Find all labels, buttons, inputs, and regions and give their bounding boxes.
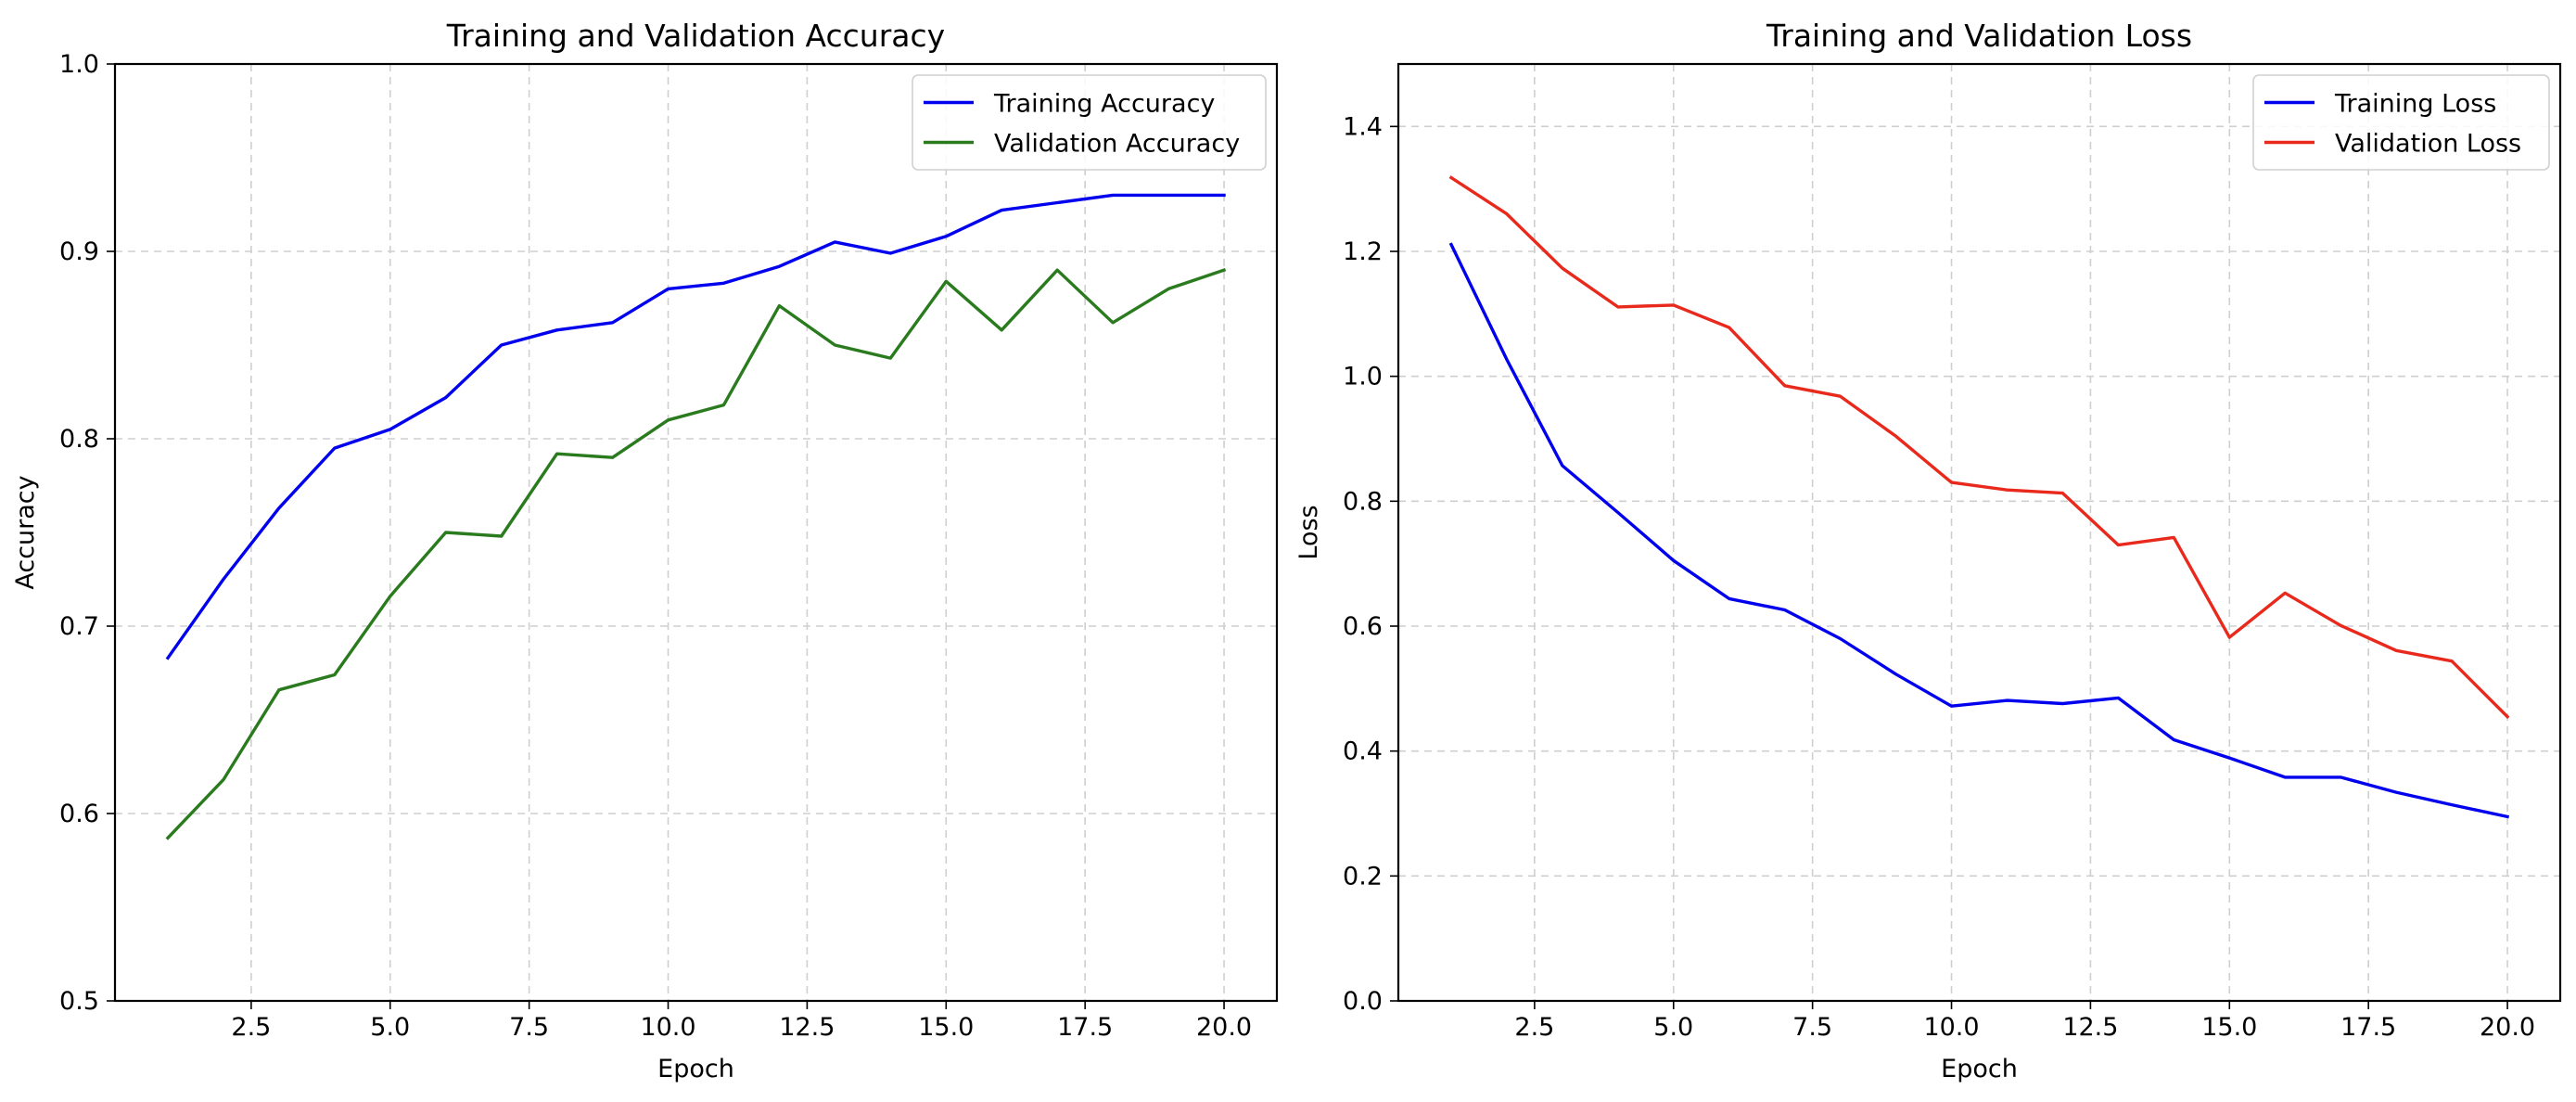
accuracy-x-tick-label: 7.5 [509, 1013, 549, 1042]
loss-y-tick-label: 0.4 [1343, 737, 1383, 766]
loss-x-tick-label: 17.5 [2340, 1013, 2396, 1042]
validation-loss-legend-label: Validation Loss [2335, 130, 2521, 159]
loss-plot-frame [1396, 62, 2562, 1003]
accuracy-x-tick-label: 5.0 [370, 1013, 410, 1042]
loss-legend: Training Loss Validation Loss [2252, 74, 2550, 171]
accuracy-y-tick-label: 0.8 [59, 425, 99, 454]
validation-loss-line [1448, 175, 2510, 720]
loss-x-tick-label: 5.0 [1653, 1013, 1693, 1042]
loss-y-tick-label: 1.4 [1343, 112, 1383, 141]
loss-x-tick-label: 7.5 [1792, 1013, 1832, 1042]
loss-x-axis-label: Epoch [1941, 1055, 2018, 1083]
accuracy-x-tick-label: 10.0 [640, 1013, 695, 1042]
accuracy-y-tick-label: 0.6 [59, 800, 99, 828]
accuracy-legend-box [912, 74, 1267, 171]
loss-y-tick-label: 0.6 [1343, 612, 1383, 641]
loss-chart-title: Training and Validation Loss [1766, 18, 2192, 54]
accuracy-plot-frame [113, 62, 1279, 1003]
training-loss-line [1448, 242, 2510, 819]
accuracy-x-tick-label: 17.5 [1057, 1013, 1113, 1042]
loss-y-tick-label: 0.0 [1343, 987, 1383, 1016]
loss-y-tick-label: 1.2 [1343, 237, 1383, 266]
loss-y-axis-label: Loss [1294, 505, 1323, 559]
loss-legend-box [2252, 74, 2550, 171]
loss-x-tick-label: 10.0 [1923, 1013, 1979, 1042]
accuracy-y-tick-label: 0.9 [59, 237, 99, 266]
accuracy-y-tick-label: 0.5 [59, 987, 99, 1016]
loss-x-tick-label: 12.5 [2062, 1013, 2118, 1042]
accuracy-y-tick-label: 0.7 [59, 612, 99, 641]
validation-accuracy-line [165, 268, 1227, 840]
loss-y-tick-label: 1.0 [1343, 363, 1383, 391]
loss-y-tick-label: 0.8 [1343, 487, 1383, 516]
validation-accuracy-legend-label: Validation Accuracy [994, 130, 1240, 159]
loss-x-tick-label: 15.0 [2201, 1013, 2257, 1042]
loss-chart: 2.5 5.0 7.5 10.0 12.5 15.0 17.5 20.0 0.0 0.2 0.4 0.… [1294, 18, 2562, 1083]
accuracy-x-tick-label: 12.5 [779, 1013, 835, 1042]
accuracy-y-axis-label: Accuracy [11, 475, 40, 589]
accuracy-chart-title: Training and Validation Accuracy [446, 18, 945, 54]
accuracy-x-tick-label: 20.0 [1196, 1013, 1252, 1042]
loss-x-tick-label: 2.5 [1514, 1013, 1554, 1042]
accuracy-y-tick-label: 1.0 [59, 50, 99, 79]
training-loss-legend-label: Training Loss [2334, 90, 2496, 119]
training-accuracy-line [165, 193, 1226, 660]
accuracy-x-tick-label: 15.0 [918, 1013, 974, 1042]
accuracy-x-axis-label: Epoch [657, 1055, 734, 1083]
accuracy-legend: Training Accuracy Validation Accuracy [912, 74, 1267, 171]
training-accuracy-legend-label: Training Accuracy [993, 90, 1215, 119]
loss-y-tick-label: 0.2 [1343, 862, 1383, 891]
loss-x-tick-label: 20.0 [2480, 1013, 2535, 1042]
accuracy-chart: 2.5 5.0 7.5 10.0 12.5 15.0 17.5 20.0 0.5 0.6 0.7 0.… [11, 18, 1279, 1083]
accuracy-x-tick-label: 2.5 [231, 1013, 271, 1042]
